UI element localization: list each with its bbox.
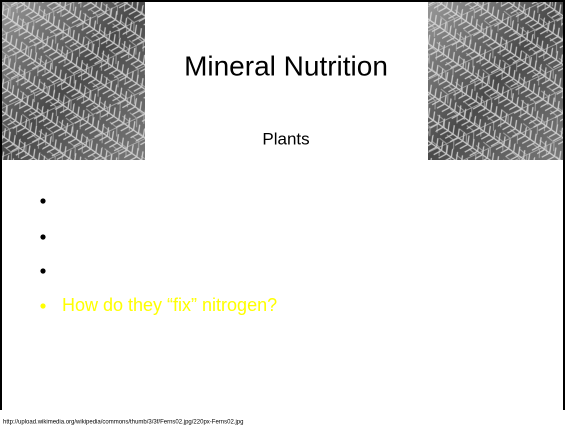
- slide-title: Mineral Nutrition: [184, 50, 388, 81]
- image-credit: http://upload.wikimedia.org/wikipedia/co…: [3, 420, 243, 426]
- bullet-dot: [40, 198, 46, 204]
- fern-image-right: [428, 0, 565, 160]
- bullet-text: How do they “fix” nitrogen?: [62, 295, 277, 315]
- slide-subtitle: Plants: [262, 129, 309, 148]
- bullet-dot: [40, 303, 46, 309]
- bullet-dot: [40, 268, 46, 274]
- fern-image-left: [0, 0, 145, 160]
- bullet-dot: [40, 234, 46, 240]
